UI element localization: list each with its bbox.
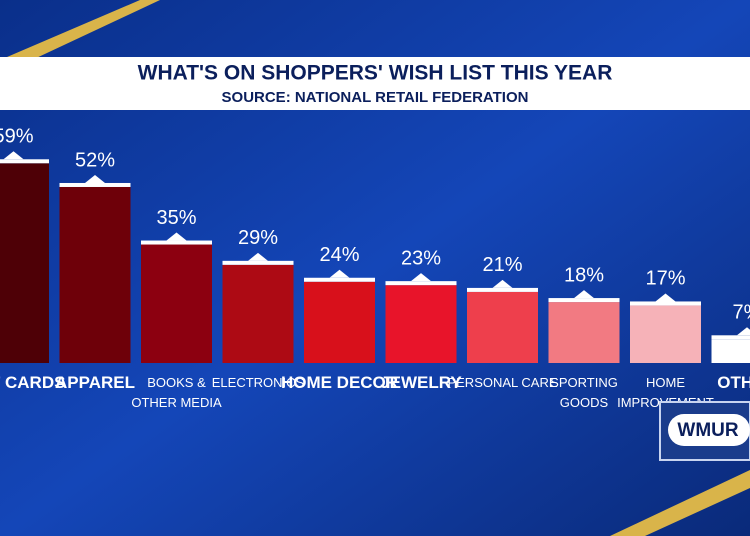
cap-peak <box>655 293 676 302</box>
value-label: 35% <box>156 207 196 229</box>
bar <box>548 302 620 363</box>
bar <box>222 264 294 363</box>
chart-title: WHAT'S ON SHOPPERS' WISH LIST THIS YEAR <box>138 62 613 85</box>
x-tick-label: BOOKS & OTHER MEDIA <box>131 375 222 410</box>
bar <box>711 339 750 363</box>
bar-cap <box>222 260 294 265</box>
bars: 59% GIFT CARDS 52% APPAREL 35% BOOKS & OTHER M… <box>0 126 750 410</box>
x-tick-label: OTHER <box>717 373 750 392</box>
x-tick-label: PERSONAL CARE <box>447 375 557 390</box>
x-tick-label: ELECTRONICS <box>212 375 305 390</box>
label-line: JEWELRY <box>380 373 462 392</box>
bar-cap <box>141 240 212 245</box>
bar <box>304 281 375 363</box>
value-label: 52% <box>75 149 115 171</box>
cap-peak <box>166 232 187 241</box>
bar <box>630 305 701 363</box>
value-label: 29% <box>238 227 278 249</box>
label-line: PERSONAL CARE <box>447 375 557 390</box>
cap-peak <box>492 279 513 288</box>
logo-pill <box>668 414 750 446</box>
bar-cap <box>304 277 375 282</box>
value-label: 21% <box>482 254 522 276</box>
label-line: HOME <box>646 375 685 390</box>
bar <box>467 291 538 363</box>
value-label: 17% <box>645 268 685 290</box>
logo: WMUR <box>677 420 738 441</box>
label-line: BOOKS & <box>147 375 206 390</box>
x-tick-label: HOME DECOR <box>281 373 398 392</box>
cap-peak <box>329 269 350 278</box>
label-line: OTHER <box>717 373 750 392</box>
label-line: GIFT CARDS <box>0 373 65 392</box>
value-label: 59% <box>0 126 34 148</box>
value-label: 18% <box>564 264 604 286</box>
bar-cap <box>385 281 457 286</box>
bar-cap <box>0 159 49 164</box>
x-tick-label: APPAREL <box>55 373 135 392</box>
label-line: GOODS <box>560 395 609 410</box>
label-line: APPAREL <box>55 373 135 392</box>
gold-stripe <box>0 0 160 75</box>
value-label: 23% <box>401 247 441 269</box>
bar <box>385 285 457 363</box>
label-line: HOME DECOR <box>281 373 398 392</box>
gold-stripe <box>610 470 750 536</box>
cap-peak <box>574 290 594 299</box>
cap-peak <box>3 151 24 160</box>
bar-cap <box>467 287 538 292</box>
bar-cap <box>711 335 750 340</box>
label-line: ELECTRONICS <box>212 375 305 390</box>
value-label: 24% <box>319 244 359 266</box>
bar <box>59 186 131 363</box>
bar-cap <box>548 298 620 303</box>
cap-peak <box>248 252 268 261</box>
bar <box>141 244 212 363</box>
bar-cap <box>630 301 701 306</box>
value-label: 7% <box>733 302 750 324</box>
chart-subtitle: SOURCE: NATIONAL RETAIL FEDERATION <box>222 89 529 106</box>
x-tick-label: SPORTING GOODS <box>550 375 618 410</box>
bar <box>0 163 49 363</box>
label-line: OTHER MEDIA <box>131 395 222 410</box>
cap-peak <box>737 327 750 336</box>
label-line: SPORTING <box>550 375 618 390</box>
bar-cap <box>59 182 131 187</box>
cap-peak <box>85 174 105 183</box>
cap-peak <box>411 273 431 282</box>
x-tick-label: GIFT CARDS <box>0 373 65 392</box>
title-band <box>0 57 750 110</box>
x-tick-label: JEWELRY <box>380 373 462 392</box>
